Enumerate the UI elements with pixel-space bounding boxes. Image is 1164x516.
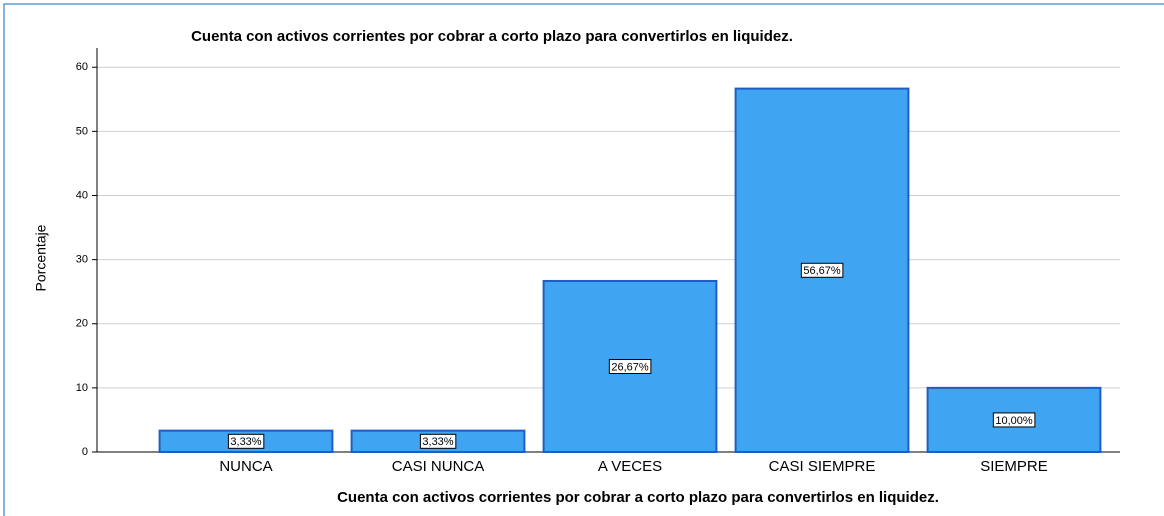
chart-title: Cuenta con activos corrientes por cobrar…: [191, 28, 793, 45]
frame: [3, 3, 1164, 516]
value-label-box: [992, 412, 1036, 428]
x-tick-label: CASI NUNCA: [392, 458, 485, 475]
y-axis-title: Porcentaje: [33, 224, 49, 291]
y-tick-label: 60: [76, 61, 88, 73]
value-label: 26,67%: [611, 361, 649, 373]
y-tick-label: 40: [76, 189, 88, 201]
value-label-box: [608, 358, 652, 374]
x-axis-title: Cuenta con activos corrientes por cobrar…: [337, 489, 939, 506]
y-tick-label: 30: [76, 254, 88, 266]
value-label-box: [227, 433, 265, 449]
x-tick-label: SIEMPRE: [980, 458, 1048, 475]
x-tick-label: NUNCA: [219, 458, 272, 475]
y-tick-label: 20: [76, 318, 88, 330]
value-label: 3,33%: [422, 436, 453, 448]
value-label: 10,00%: [995, 415, 1033, 427]
y-tick-label: 0: [82, 446, 88, 458]
x-tick-label: A VECES: [598, 458, 662, 475]
value-label: 56,67%: [803, 265, 841, 277]
value-label: 3,33%: [230, 436, 261, 448]
x-tick-label: CASI SIEMPRE: [769, 458, 876, 475]
value-label-box: [419, 433, 457, 449]
value-label-box: [800, 262, 844, 278]
y-tick-label: 50: [76, 125, 88, 137]
y-tick-label: 10: [76, 382, 88, 394]
